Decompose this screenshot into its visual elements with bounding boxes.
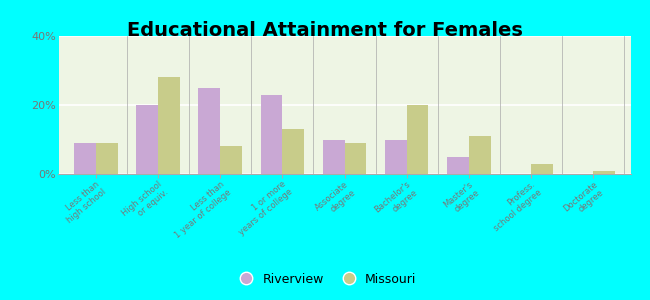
Bar (447, 157, 469, 174)
Bar (469, 136, 491, 174)
Bar (96, 143, 118, 174)
Bar (261, 94, 282, 174)
Text: Educational Attainment for Females: Educational Attainment for Females (127, 21, 523, 40)
Bar (323, 140, 345, 174)
Bar (136, 105, 158, 174)
Bar (74, 143, 96, 174)
Bar (407, 105, 428, 174)
Bar (344, 143, 366, 174)
Bar (198, 88, 220, 174)
Bar (531, 164, 552, 174)
Bar (282, 129, 304, 174)
Bar (220, 146, 242, 174)
Bar (158, 77, 180, 174)
Legend: Riverview, Missouri: Riverview, Missouri (229, 268, 421, 291)
Bar (385, 140, 407, 174)
Bar (593, 170, 615, 174)
